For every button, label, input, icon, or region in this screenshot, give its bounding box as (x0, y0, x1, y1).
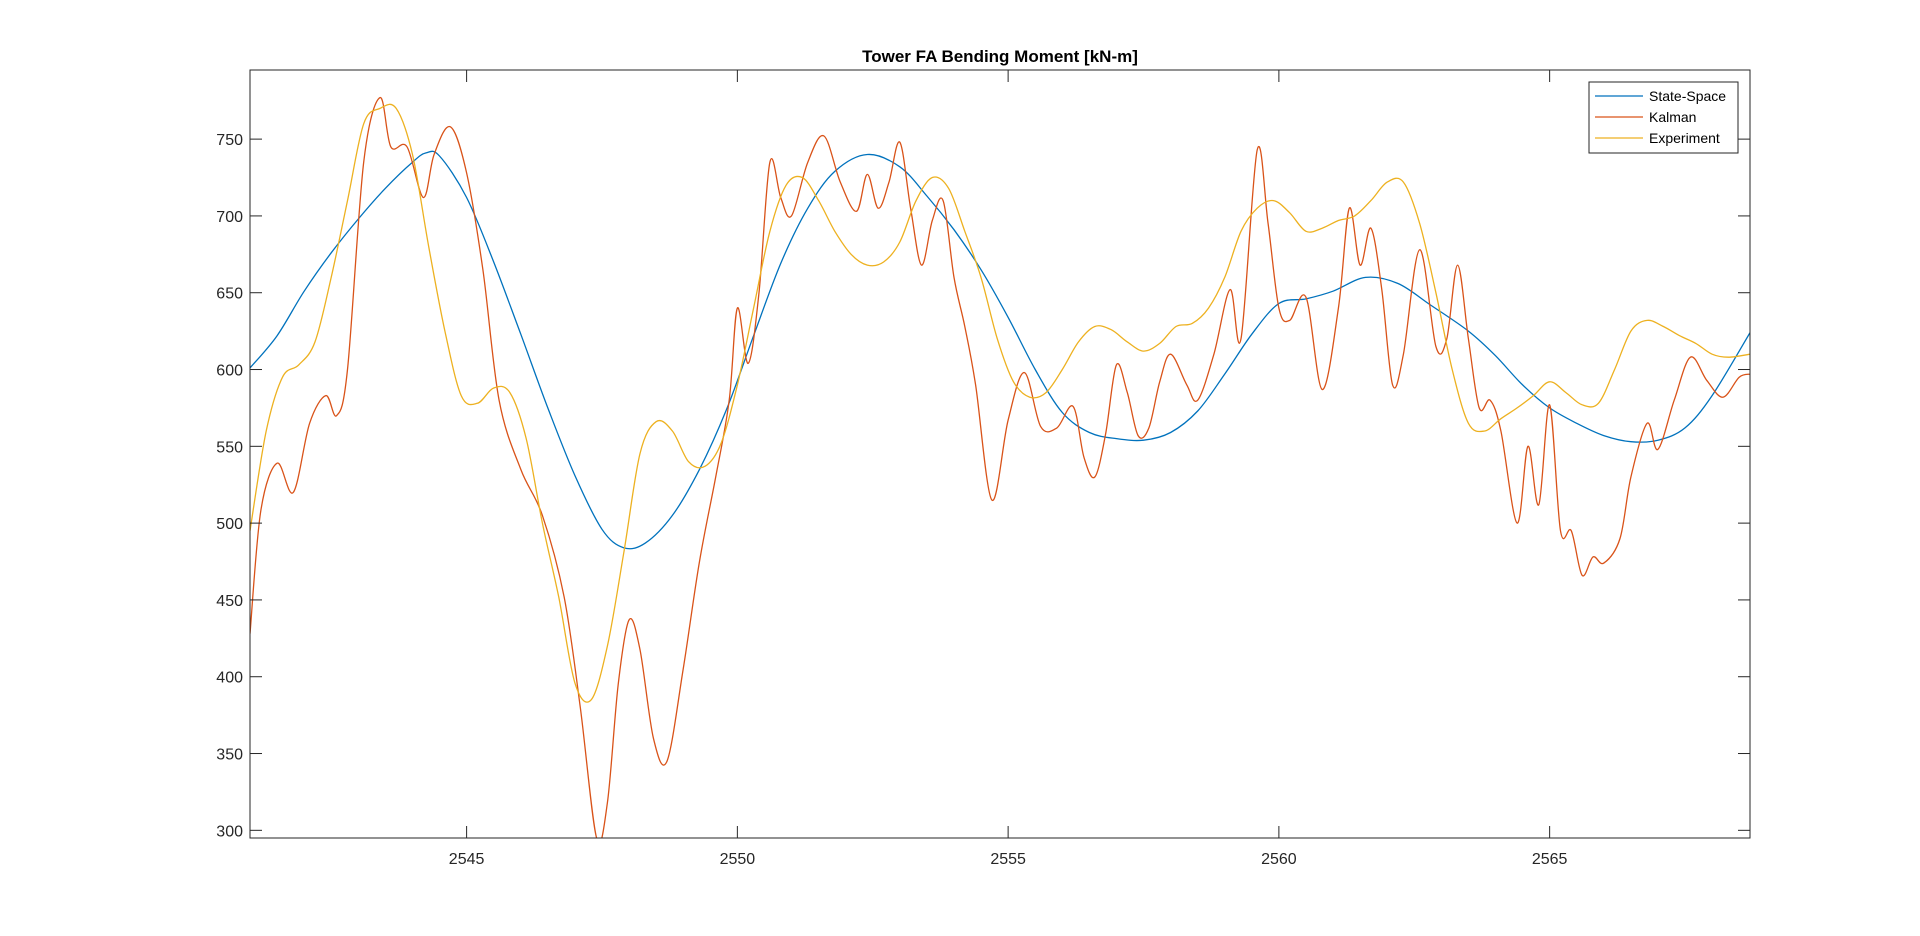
x-tick-label: 2560 (1261, 851, 1297, 868)
y-tick-label: 750 (216, 132, 243, 149)
x-tick-label: 2565 (1532, 851, 1568, 868)
series-line-experiment (250, 103, 1750, 703)
y-tick-label: 300 (216, 823, 243, 840)
y-tick-label: 650 (216, 286, 243, 303)
x-tick-label: 2555 (990, 851, 1026, 868)
y-tick-label: 500 (216, 516, 243, 533)
y-tick-label: 600 (216, 363, 243, 380)
x-tick-label: 2550 (720, 851, 756, 868)
legend: State-Space Kalman Experiment (1588, 81, 1739, 154)
x-tick-label: 2545 (449, 851, 485, 868)
series-line-state-space (250, 150, 1750, 550)
legend-label: Kalman (1649, 109, 1696, 125)
axes-box (249, 69, 1751, 839)
y-tick-label: 450 (216, 593, 243, 610)
legend-label: State-Space (1649, 88, 1726, 104)
y-tick-label: 550 (216, 439, 243, 456)
plot-area (250, 70, 1750, 838)
chart-title: Tower FA Bending Moment [kN-m] (862, 47, 1138, 66)
y-tick-label: 400 (216, 670, 243, 687)
y-tick-label: 350 (216, 747, 243, 764)
legend-label: Experiment (1649, 130, 1720, 146)
series-line-kalman (250, 96, 1750, 838)
y-tick-label: 700 (216, 209, 243, 226)
